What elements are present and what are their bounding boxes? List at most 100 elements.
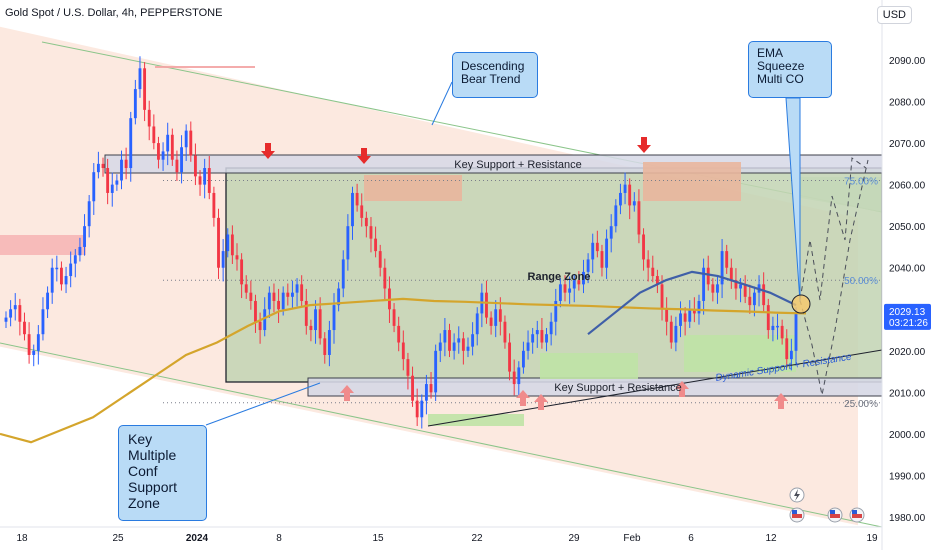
candle-body bbox=[244, 284, 248, 293]
candle-body bbox=[637, 201, 641, 235]
callout-line: Multiple bbox=[128, 447, 177, 463]
candle-body bbox=[794, 313, 798, 351]
candle-body bbox=[180, 147, 183, 173]
current-price-label: 2029.13 bbox=[889, 307, 926, 318]
projection-path bbox=[799, 157, 867, 301]
candle-body bbox=[702, 267, 706, 301]
candle-body bbox=[443, 330, 447, 343]
candle-body bbox=[235, 255, 239, 260]
x-tick-label: 8 bbox=[276, 533, 282, 544]
range-zone-label: Range Zone bbox=[528, 271, 591, 283]
candle-body bbox=[785, 338, 789, 360]
demand-box-1 bbox=[428, 414, 524, 426]
candle-body bbox=[734, 280, 738, 289]
candle-body bbox=[632, 201, 636, 206]
candle-body bbox=[586, 259, 590, 272]
candle-body bbox=[332, 305, 336, 331]
candle-body bbox=[115, 180, 119, 185]
callout-line: Multi CO bbox=[757, 72, 804, 86]
candle-body bbox=[406, 359, 410, 376]
candle-body bbox=[240, 259, 244, 285]
candle-body bbox=[642, 234, 645, 260]
callout-line: Conf bbox=[128, 463, 158, 479]
channel-lower-line bbox=[0, 342, 883, 528]
candle-body bbox=[475, 313, 479, 335]
candle-body bbox=[415, 400, 419, 418]
candle-body bbox=[138, 68, 142, 90]
demand-box-3 bbox=[684, 335, 796, 372]
candle-body bbox=[401, 342, 405, 360]
candle-body bbox=[494, 309, 498, 326]
candle-body bbox=[189, 130, 193, 156]
x-tick-label: Feb bbox=[623, 533, 641, 544]
y-tick-label: 2020.00 bbox=[889, 347, 926, 358]
candle-body bbox=[212, 192, 216, 218]
y-tick-label: 2090.00 bbox=[889, 56, 926, 67]
candle-body bbox=[152, 126, 156, 144]
support-arrow bbox=[340, 385, 354, 401]
candle-body bbox=[318, 309, 322, 339]
y-tick-label: 2040.00 bbox=[889, 264, 926, 275]
candle-body bbox=[669, 321, 673, 343]
candle-body bbox=[217, 217, 220, 268]
candle-body bbox=[619, 192, 622, 206]
callout-line: Zone bbox=[128, 495, 160, 511]
candle-body bbox=[18, 305, 22, 322]
chart-title: Gold Spot / U.S. Dollar, 4h, PEPPERSTONE bbox=[5, 7, 223, 19]
candle-body bbox=[535, 330, 539, 335]
candle-body bbox=[50, 267, 54, 293]
candle-body bbox=[461, 338, 465, 351]
candle-body bbox=[36, 334, 40, 351]
candle-body bbox=[558, 284, 562, 301]
candle-body bbox=[360, 205, 364, 218]
candle-body bbox=[46, 292, 50, 310]
candle-body bbox=[327, 330, 331, 355]
candle-body bbox=[346, 226, 350, 260]
candle-body bbox=[609, 226, 613, 239]
candle-body bbox=[267, 292, 271, 310]
candle-body bbox=[776, 325, 779, 328]
candle-body bbox=[651, 267, 655, 277]
candle-body bbox=[300, 284, 304, 301]
candle-body bbox=[60, 267, 63, 285]
us-flag-stripes bbox=[852, 514, 862, 518]
candle-body bbox=[397, 325, 401, 343]
dynamic-support-line bbox=[427, 349, 883, 427]
current-price-marker bbox=[884, 303, 931, 330]
candle-body bbox=[383, 267, 387, 289]
x-tick-label: 2024 bbox=[186, 533, 209, 544]
key-sr-top-label: Key Support + Resistance bbox=[454, 159, 582, 171]
candle-body bbox=[337, 288, 341, 306]
candle-body bbox=[683, 313, 687, 322]
callout-pointer bbox=[431, 81, 453, 126]
demand-box-2 bbox=[540, 353, 638, 379]
candle-body bbox=[249, 292, 253, 301]
candle-body bbox=[83, 226, 86, 247]
candle-body bbox=[706, 267, 710, 285]
candle-body bbox=[184, 130, 188, 148]
candle-body bbox=[591, 242, 595, 260]
candle-body bbox=[568, 288, 572, 293]
candle-body bbox=[304, 300, 308, 326]
candle-body bbox=[554, 300, 558, 322]
us-flag-canton bbox=[852, 510, 857, 514]
candle-body bbox=[789, 350, 793, 360]
supply-box-1 bbox=[364, 175, 462, 201]
candle-body bbox=[92, 172, 96, 202]
x-tick-label: 29 bbox=[568, 533, 580, 544]
currency-button[interactable]: USD bbox=[876, 6, 912, 24]
candle-body bbox=[679, 313, 682, 326]
candle-body bbox=[203, 168, 207, 185]
support-arrow bbox=[516, 390, 530, 406]
candle-body bbox=[605, 238, 609, 268]
fib-level-label: 75.00% bbox=[844, 176, 878, 187]
high-marker-line bbox=[155, 66, 255, 68]
candle-body bbox=[175, 159, 179, 173]
x-tick-label: 18 bbox=[16, 533, 28, 544]
candle-body bbox=[281, 292, 285, 310]
resistance-box-left bbox=[0, 235, 86, 255]
ema-line bbox=[0, 297, 807, 444]
x-tick-label: 12 bbox=[765, 533, 777, 544]
candle-body bbox=[572, 280, 576, 289]
